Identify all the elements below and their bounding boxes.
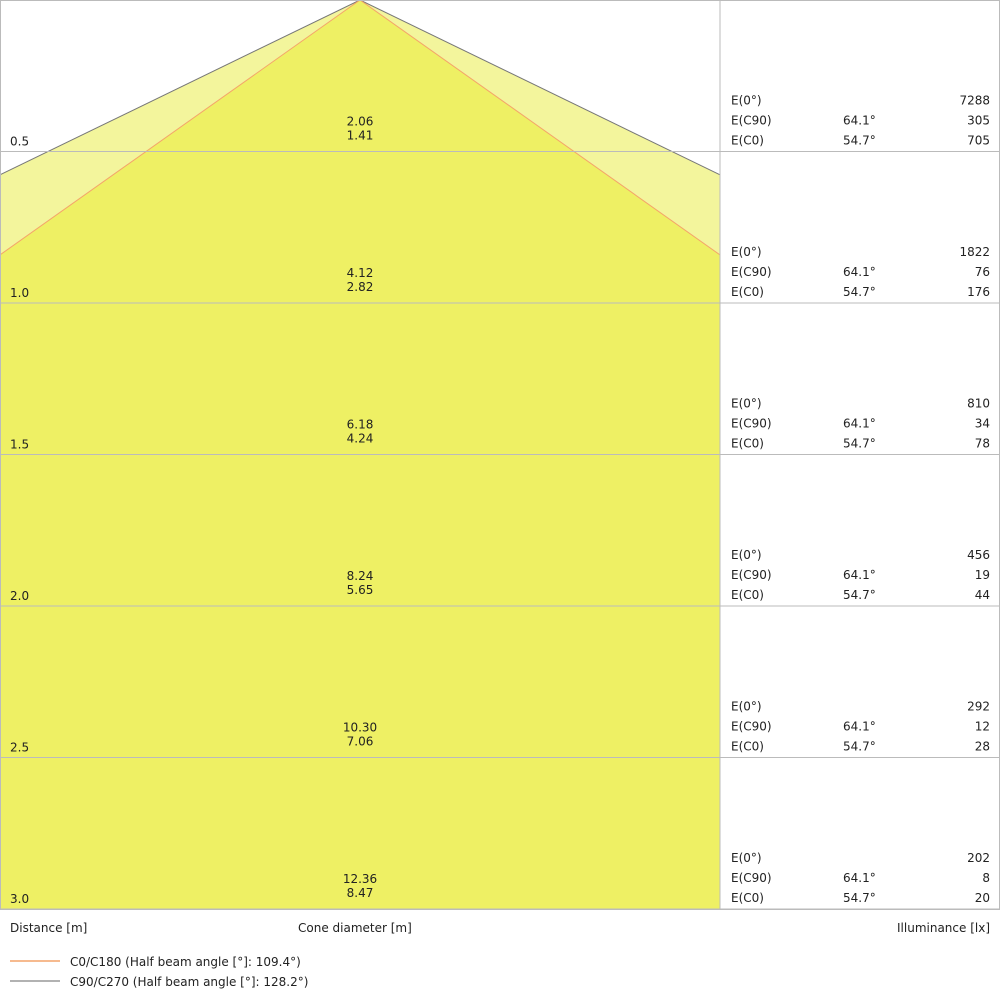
- ec90-angle: 64.1°: [843, 568, 876, 582]
- ec90-value: 19: [975, 568, 990, 582]
- ec0-angle: 54.7°: [843, 740, 876, 754]
- e0-label: E(0°): [731, 700, 762, 714]
- cone-diameter-c0: 7.06: [347, 735, 374, 749]
- ec90-value: 76: [975, 265, 990, 279]
- cone-diameter-c90: 2.06: [347, 115, 374, 129]
- cone-diameter-c90: 12.36: [343, 872, 377, 886]
- ec0-label: E(C0): [731, 588, 764, 602]
- distance-label: 1.0: [10, 286, 29, 300]
- ec90-angle: 64.1°: [843, 265, 876, 279]
- ec0-angle: 54.7°: [843, 134, 876, 148]
- ec0-label: E(C0): [731, 891, 764, 905]
- ec90-angle: 64.1°: [843, 417, 876, 431]
- ec90-value: 12: [975, 720, 990, 734]
- cone-diameter-c0: 1.41: [347, 129, 374, 143]
- ec90-angle: 64.1°: [843, 871, 876, 885]
- cone-c90-edge: [0, 0, 721, 176]
- ec0-label: E(C0): [731, 437, 764, 451]
- cone-diameter-c0: 8.47: [347, 886, 374, 900]
- e0-value: 1822: [959, 245, 990, 259]
- ec90-label: E(C90): [731, 720, 772, 734]
- cone-diameter-c90: 8.24: [347, 569, 374, 583]
- e0-label: E(0°): [731, 94, 762, 108]
- e0-value: 7288: [959, 94, 990, 108]
- cone-diameter-c0: 5.65: [347, 583, 374, 597]
- ec0-value: 44: [975, 588, 990, 602]
- ec90-label: E(C90): [731, 265, 772, 279]
- legend-c90-label: C90/C270 (Half beam angle [°]: 128.2°): [70, 975, 308, 989]
- e0-label: E(0°): [731, 245, 762, 259]
- e0-label: E(0°): [731, 851, 762, 865]
- cone-axis-label: Cone diameter [m]: [298, 921, 412, 935]
- distance-label: 0.5: [10, 135, 29, 149]
- ec0-value: 78: [975, 437, 990, 451]
- ec0-angle: 54.7°: [843, 285, 876, 299]
- ec90-label: E(C90): [731, 568, 772, 582]
- e0-value: 292: [967, 700, 990, 714]
- distance-axis-label: Distance [m]: [10, 921, 87, 935]
- distance-label: 2.5: [10, 741, 29, 755]
- distance-label: 3.0: [10, 892, 29, 906]
- e0-value: 202: [967, 851, 990, 865]
- illuminance-axis-label: Illuminance [lx]: [897, 921, 990, 935]
- cone-diameter-c90: 4.12: [347, 266, 374, 280]
- ec0-value: 176: [967, 285, 990, 299]
- ec90-label: E(C90): [731, 114, 772, 128]
- ec0-label: E(C0): [731, 740, 764, 754]
- cone-diameter-c0: 2.82: [347, 280, 374, 294]
- e0-value: 456: [967, 548, 990, 562]
- cone-diameter-c90: 6.18: [347, 418, 374, 432]
- cone-diameter-c0: 4.24: [347, 432, 374, 446]
- cone-c0-edge: [0, 0, 721, 256]
- ec90-label: E(C90): [731, 871, 772, 885]
- ec0-label: E(C0): [731, 285, 764, 299]
- e0-label: E(0°): [731, 397, 762, 411]
- ec0-label: E(C0): [731, 134, 764, 148]
- ec0-angle: 54.7°: [843, 891, 876, 905]
- cone-diameter-c90: 10.30: [343, 721, 377, 735]
- ec90-angle: 64.1°: [843, 114, 876, 128]
- legend-c0-label: C0/C180 (Half beam angle [°]: 109.4°): [70, 955, 301, 969]
- ec0-angle: 54.7°: [843, 588, 876, 602]
- ec0-value: 705: [967, 134, 990, 148]
- ec90-value: 34: [975, 417, 990, 431]
- distance-label: 2.0: [10, 589, 29, 603]
- distance-label: 1.5: [10, 438, 29, 452]
- e0-value: 810: [967, 397, 990, 411]
- e0-label: E(0°): [731, 548, 762, 562]
- ec90-label: E(C90): [731, 417, 772, 431]
- ec0-value: 20: [975, 891, 990, 905]
- ec90-value: 305: [967, 114, 990, 128]
- ec90-angle: 64.1°: [843, 720, 876, 734]
- ec90-value: 8: [982, 871, 990, 885]
- ec0-value: 28: [975, 740, 990, 754]
- ec0-angle: 54.7°: [843, 437, 876, 451]
